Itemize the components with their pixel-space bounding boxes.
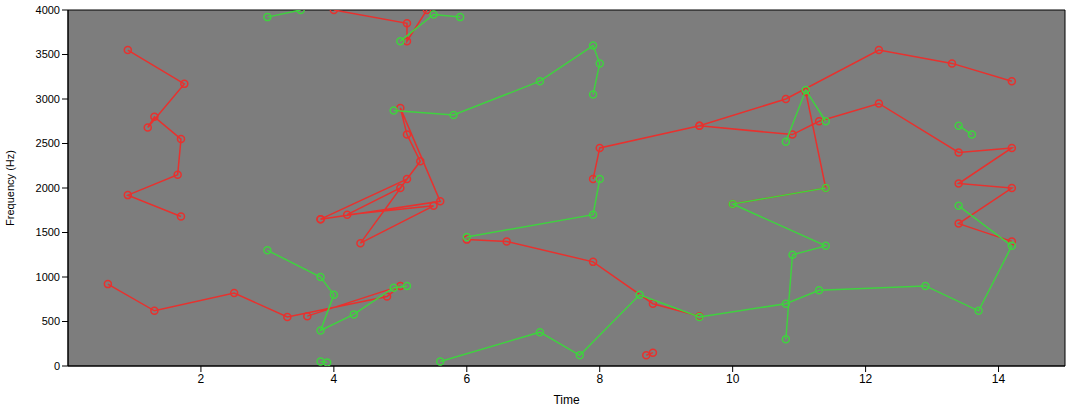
svg-text:14: 14 xyxy=(992,372,1006,386)
svg-text:2500: 2500 xyxy=(36,137,60,149)
svg-text:8: 8 xyxy=(596,372,603,386)
svg-text:2: 2 xyxy=(198,372,205,386)
svg-text:4: 4 xyxy=(331,372,338,386)
svg-text:6: 6 xyxy=(463,372,470,386)
svg-text:1500: 1500 xyxy=(36,226,60,238)
svg-text:12: 12 xyxy=(859,372,873,386)
svg-text:3500: 3500 xyxy=(36,48,60,60)
svg-text:500: 500 xyxy=(42,315,60,327)
svg-text:1000: 1000 xyxy=(36,271,60,283)
svg-text:3000: 3000 xyxy=(36,93,60,105)
svg-text:10: 10 xyxy=(726,372,740,386)
svg-text:4000: 4000 xyxy=(36,4,60,16)
svg-text:Frequency (Hz): Frequency (Hz) xyxy=(4,150,16,226)
svg-text:2000: 2000 xyxy=(36,182,60,194)
svg-text:0: 0 xyxy=(54,360,60,372)
svg-text:Time: Time xyxy=(553,393,580,407)
